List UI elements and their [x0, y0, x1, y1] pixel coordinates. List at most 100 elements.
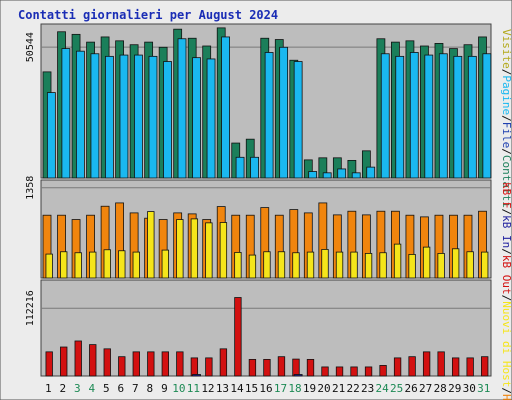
bar-top-pagine-24	[380, 53, 390, 179]
bar-bottom-kb-out-21	[335, 366, 344, 377]
bar-middle-nuovi-di-host-29	[451, 248, 460, 279]
bar-bottom-kb-out-28	[437, 351, 445, 377]
bar-top-pagine-13	[221, 36, 230, 179]
legend-entry: Contatti	[500, 155, 512, 208]
x-tick-label: 31	[477, 382, 490, 395]
bar-top-pagine-28	[438, 53, 448, 179]
bar-bottom-kb-out-11	[190, 357, 199, 377]
x-tick-label: 10	[172, 382, 185, 395]
bar-middle-nuovi-di-host-17	[277, 251, 286, 279]
legend-entry: kB Out	[500, 255, 512, 295]
bar-top-pagine-22	[351, 172, 361, 179]
bar-bottom-kb-out-3	[74, 340, 82, 377]
bar-bottom-kb-out-13	[219, 348, 228, 377]
y-tick-label: 112216	[25, 290, 36, 326]
legend-entry: kB F	[500, 182, 512, 209]
x-tick-label: 14	[230, 382, 244, 395]
bar-bottom-kb-out-10	[176, 351, 184, 377]
bar-top-pagine-27	[424, 54, 434, 179]
x-tick-label: 23	[361, 382, 374, 395]
bar-top-pagine-9	[163, 61, 172, 179]
bar-middle-nuovi-di-host-11	[190, 218, 199, 279]
bar-middle-nuovi-di-host-18	[292, 252, 300, 279]
bar-middle-nuovi-di-host-8	[147, 211, 155, 279]
x-axis-labels: 1 2 3 4 5 6 7 8 9 10 11 12 13 14 15 16 17 18 19 20 21 22 23 24 2…	[45, 382, 490, 395]
bar-top-pagine-5	[105, 55, 114, 179]
bar-top-pagine-25	[395, 55, 405, 179]
bar-top-pagine-15	[250, 156, 259, 179]
bar-bottom-kb-out-31	[481, 356, 489, 377]
bar-top-pagine-20	[322, 172, 332, 179]
panel-middle: 1358	[25, 176, 492, 279]
bar-top-pagine-16	[264, 52, 274, 179]
bar-bottom-kb-out-29	[451, 357, 460, 377]
bar-bottom-kb-out-17	[277, 356, 286, 377]
bar-middle-nuovi-di-host-24	[379, 252, 387, 279]
panels: 50544 1358 112216	[25, 23, 492, 377]
bar-middle-nuovi-di-host-3	[74, 252, 82, 279]
bar-top-pagine-1	[46, 92, 56, 179]
bar-bottom-kb-out-15	[248, 358, 257, 377]
bar-middle-nuovi-di-host-14	[234, 252, 242, 279]
bar-middle-nuovi-di-host-25	[393, 243, 402, 279]
y-tick-label: 1358	[25, 176, 36, 200]
bar-middle-nuovi-di-host-30	[466, 251, 474, 279]
x-tick-label: 3	[74, 382, 81, 395]
x-tick-label: 27	[419, 382, 432, 395]
bar-bottom-kb-out-25	[393, 357, 402, 377]
bar-top-pagine-14	[235, 156, 245, 179]
bar-middle-nuovi-di-host-1	[45, 253, 53, 279]
x-tick-label: 25	[390, 382, 403, 395]
bar-middle-nuovi-di-host-31	[481, 251, 489, 279]
x-tick-label: 2	[59, 382, 66, 395]
bar-top-pagine-3	[76, 50, 85, 179]
legend-entry: Host	[500, 394, 512, 400]
bar-bottom-kb-out-12	[205, 357, 213, 377]
x-tick-label: 30	[463, 382, 476, 395]
bar-middle-nuovi-di-host-13	[219, 222, 228, 279]
bar-top-pagine-23	[366, 166, 376, 179]
bar-bottom-kb-out-24	[379, 365, 387, 377]
bar-top-pagine-31	[482, 53, 492, 179]
bar-bottom-kb-out-8	[147, 351, 155, 377]
bar-middle-nuovi-di-host-16	[263, 251, 271, 279]
bar-middle-nuovi-di-host-12	[205, 222, 213, 279]
x-tick-label: 7	[132, 382, 139, 395]
bar-bottom-kb-out-20	[321, 366, 329, 377]
bar-bottom-kb-in-11	[192, 374, 201, 377]
bar-bottom-kb-out-18	[292, 358, 300, 377]
bar-top-pagine-18	[293, 61, 303, 179]
bar-top-pagine-7	[134, 54, 143, 179]
legend-top: Visite/Pagine/File/Contatti	[500, 29, 512, 208]
bar-middle-nuovi-di-host-15	[248, 254, 257, 279]
x-tick-label: 4	[88, 382, 95, 395]
legend-entry: File	[500, 122, 512, 149]
bar-middle-nuovi-di-host-9	[161, 249, 169, 279]
bar-top-pagine-30	[467, 55, 477, 179]
bar-bottom-kb-out-5	[103, 348, 111, 377]
legend-entry: Visite	[500, 29, 512, 69]
x-tick-label: 6	[118, 382, 125, 395]
legend-bottom: kB F/kB In/kB Out/Nuovi di Host/Host	[500, 182, 512, 400]
x-tick-label: 8	[147, 382, 154, 395]
bar-top-pagine-26	[409, 52, 419, 179]
bar-bottom-kb-out-23	[364, 366, 373, 377]
x-tick-label: 19	[303, 382, 316, 395]
bar-bottom-kb-out-27	[422, 351, 431, 377]
bar-bottom-kb-out-16	[263, 358, 271, 377]
legend: Visite/Pagine/File/Contatti kB F/kB In/k…	[500, 29, 512, 400]
bar-top-pagine-29	[453, 55, 463, 179]
legend-entry: Nuovi di Host	[500, 301, 512, 387]
x-tick-label: 28	[434, 382, 447, 395]
bar-middle-nuovi-di-host-10	[176, 219, 184, 279]
bar-bottom-kb-out-22	[350, 366, 358, 377]
bar-top-pagine-19	[308, 171, 318, 179]
bar-top-pagine-12	[206, 58, 216, 179]
bar-middle-nuovi-di-host-6	[118, 250, 126, 279]
panel-top: 50544	[25, 23, 492, 179]
bar-bottom-kb-out-2	[60, 346, 68, 377]
bar-bottom-kb-out-19	[306, 358, 315, 377]
bar-top-pagine-11	[192, 57, 201, 179]
bar-top-pagine-8	[148, 55, 158, 179]
